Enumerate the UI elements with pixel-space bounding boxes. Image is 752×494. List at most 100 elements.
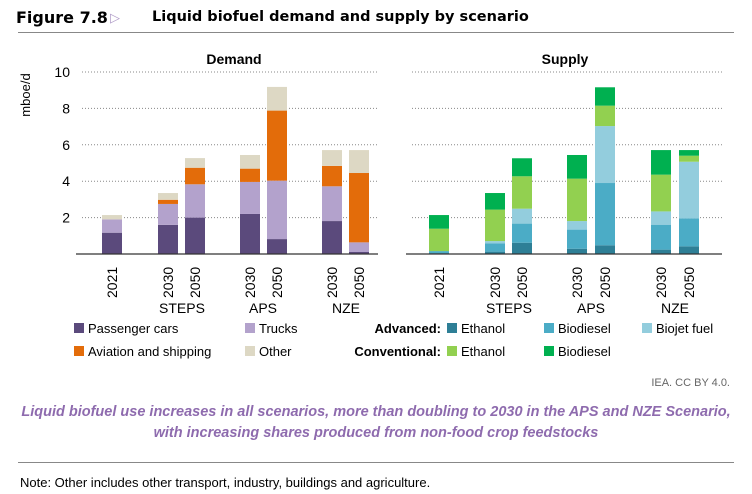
- bar-segment-other: [240, 154, 260, 169]
- legend-swatch: [447, 323, 457, 333]
- bar-segment-aviation-and-shipping: [240, 168, 260, 182]
- figure-title: Liquid biofuel demand and supply by scen…: [152, 9, 529, 25]
- x-tick-label: 2050: [351, 267, 367, 298]
- legend-group-label: Conventional:: [354, 344, 441, 359]
- bar-segment-other: [349, 150, 369, 174]
- bar-segment-biodiesel: [595, 87, 615, 106]
- bar-segment-aviation-and-shipping: [185, 167, 205, 185]
- x-tick-label: 2030: [487, 267, 503, 298]
- bar-segment-biodiesel: [567, 154, 587, 179]
- bar-segment-biojet-fuel: [512, 208, 532, 224]
- bar-segment-biojet-fuel: [485, 241, 505, 244]
- x-tick-label: 2030: [324, 267, 340, 298]
- x-tick-label: 2021: [104, 267, 120, 298]
- bar-segment-passenger-cars: [322, 221, 342, 254]
- x-tick-label: 2021: [431, 267, 447, 298]
- legend-swatch: [447, 346, 457, 356]
- bar-segment-biodiesel: [595, 183, 615, 246]
- scenario-label: NZE: [332, 300, 360, 316]
- bar-segment-passenger-cars: [102, 232, 122, 254]
- x-tick-label: 2050: [514, 267, 530, 298]
- x-tick-label: 2030: [160, 267, 176, 298]
- legend-swatch: [544, 346, 554, 356]
- bar-segment-passenger-cars: [185, 217, 205, 254]
- bar-segment-ethanol: [512, 176, 532, 209]
- bar-segment-trucks: [102, 219, 122, 233]
- x-tick-label: 2050: [597, 267, 613, 298]
- bar-segment-aviation-and-shipping: [267, 110, 287, 181]
- x-tick-label: 2050: [681, 267, 697, 298]
- bar-segment-biodiesel: [567, 229, 587, 249]
- bar-segment-biodiesel: [512, 223, 532, 243]
- bar-segment-biodiesel: [429, 251, 449, 254]
- legend-label: Other: [259, 344, 292, 359]
- figure-note: Note: Other includes other transport, in…: [20, 475, 431, 490]
- bar-segment-passenger-cars: [158, 224, 178, 254]
- note-divider: [18, 462, 734, 463]
- bar-segment-trucks: [322, 186, 342, 222]
- legend-label: Ethanol: [461, 344, 505, 359]
- bar-segment-aviation-and-shipping: [158, 199, 178, 204]
- figure-label: Figure 7.8: [16, 8, 108, 27]
- scenario-label: APS: [577, 300, 605, 316]
- y-axis-label: mboe/d: [18, 73, 33, 116]
- bar-segment-other: [322, 150, 342, 166]
- biofuel-chart: Demand 2 4 6 8 10 mboe/d 2021 2030 2050 2030 2050 20…: [18, 51, 722, 359]
- y-tick-label: 6: [62, 137, 70, 153]
- x-tick-label: 2030: [653, 267, 669, 298]
- bar-segment-ethanol: [595, 105, 615, 127]
- bar-segment-biodiesel: [485, 193, 505, 210]
- legend-label: Ethanol: [461, 321, 505, 336]
- bar-segment-biojet-fuel: [651, 211, 671, 225]
- panel-title: Demand: [206, 51, 261, 67]
- scenario-label: NZE: [661, 300, 689, 316]
- y-tick-label: 2: [62, 210, 70, 226]
- bar-segment-biodiesel: [512, 158, 532, 177]
- bar-segment-biodiesel: [679, 218, 699, 247]
- bar-segment-ethanol: [567, 178, 587, 222]
- legend-swatch: [544, 323, 554, 333]
- bar-segment-biodiesel: [651, 224, 671, 250]
- y-tick-label: 10: [54, 64, 70, 80]
- bar-segment-ethanol: [429, 228, 449, 252]
- bar-segment-ethanol: [651, 174, 671, 212]
- legend-swatch: [642, 323, 652, 333]
- bar-segment-passenger-cars: [267, 239, 287, 254]
- bar-segment-aviation-and-shipping: [322, 165, 342, 187]
- bar-segment-aviation-and-shipping: [349, 173, 369, 243]
- legend-label: Trucks: [259, 321, 298, 336]
- x-tick-label: 2030: [569, 267, 585, 298]
- scenario-label: STEPS: [159, 300, 205, 316]
- legend-label: Passenger cars: [88, 321, 179, 336]
- panel-title: Supply: [542, 51, 589, 67]
- bar-segment-biodiesel: [679, 150, 699, 156]
- bar-segment-ethanol: [651, 249, 671, 254]
- bar-segment-ethanol: [595, 245, 615, 254]
- bar-segment-biodiesel: [485, 243, 505, 252]
- legend-swatch: [74, 323, 84, 333]
- bar-segment-other: [185, 158, 205, 168]
- legend-label: Biodiesel: [558, 344, 611, 359]
- bar-segment-biodiesel: [651, 150, 671, 175]
- title-divider: [18, 32, 734, 33]
- bar-segment-trucks: [240, 181, 260, 214]
- bar-segment-biojet-fuel: [679, 161, 699, 219]
- triangle-right-icon: ▷: [110, 10, 120, 25]
- bar-segment-passenger-cars: [240, 213, 260, 254]
- y-tick-label: 4: [62, 173, 70, 189]
- bar-segment-other: [102, 215, 122, 220]
- bar-segment-trucks: [349, 242, 369, 252]
- bar-segment-ethanol: [485, 209, 505, 242]
- bar-segment-ethanol: [679, 155, 699, 162]
- attribution: IEA. CC BY 4.0.: [651, 377, 730, 389]
- x-tick-label: 2050: [187, 267, 203, 298]
- bar-segment-ethanol: [512, 242, 532, 254]
- y-tick-label: 8: [62, 100, 70, 116]
- bar-segment-biojet-fuel: [567, 221, 587, 230]
- bar-segment-passenger-cars: [349, 251, 369, 254]
- x-tick-label: 2030: [242, 267, 258, 298]
- bar-segment-trucks: [185, 184, 205, 218]
- legend-group-label: Advanced:: [375, 321, 441, 336]
- bar-segment-trucks: [158, 203, 178, 225]
- legend-label: Biojet fuel: [656, 321, 713, 336]
